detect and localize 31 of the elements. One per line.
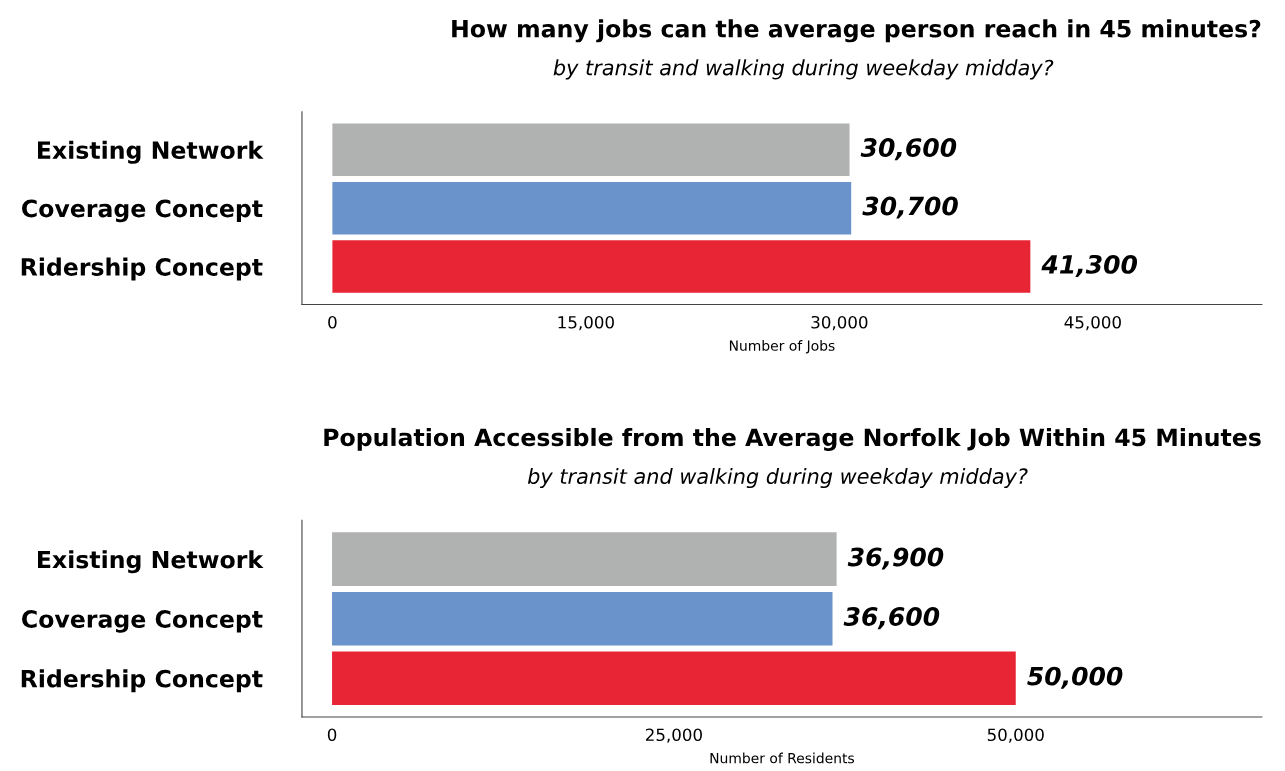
y-tick-label: Coverage Concept (22, 610, 263, 633)
bar (332, 181, 852, 235)
y-tick-label: Ridership Concept (21, 257, 263, 281)
bar (332, 532, 837, 586)
chart-title: Population Accessible from the Average Norfolk Job Within 45 Minutes (324, 427, 1261, 451)
data-label: 50,000 (1027, 666, 1123, 689)
x-axis-title: Number of Jobs (729, 340, 835, 354)
chart-subtitle: by transit and walking during weekday midday? (527, 467, 1028, 489)
bar (332, 123, 850, 177)
x-axis-title: Number of Residents (710, 752, 854, 764)
x-tick-label: 30,000 (811, 315, 868, 331)
x-tick-label: 50,000 (987, 728, 1044, 743)
data-label: 30,600 (860, 138, 957, 161)
y-tick-label: Existing Network (38, 550, 264, 574)
y-tick-label: Existing Network (38, 140, 264, 164)
data-label: 41,300 (1041, 254, 1138, 278)
x-tick-label: 45,000 (1064, 315, 1121, 331)
y-tick-label: Coverage Concept (22, 199, 263, 223)
bar (332, 651, 1016, 706)
bar (332, 240, 1031, 293)
chart-title: How many jobs can the average person reach in 45 minutes? (452, 19, 1261, 43)
bar (332, 591, 833, 646)
data-label: 36,900 (847, 547, 944, 570)
chart-subtitle: by transit and walking during weekday midday? (553, 59, 1054, 80)
x-tick-label: 0 (327, 728, 337, 742)
x-tick-label: 15,000 (558, 315, 614, 331)
x-tick-label: 25,000 (645, 728, 702, 743)
data-label: 30,700 (862, 196, 958, 219)
data-label: 36,600 (843, 607, 940, 630)
x-tick-label: 0 (328, 315, 337, 329)
y-tick-label: Ridership Concept (21, 669, 263, 693)
